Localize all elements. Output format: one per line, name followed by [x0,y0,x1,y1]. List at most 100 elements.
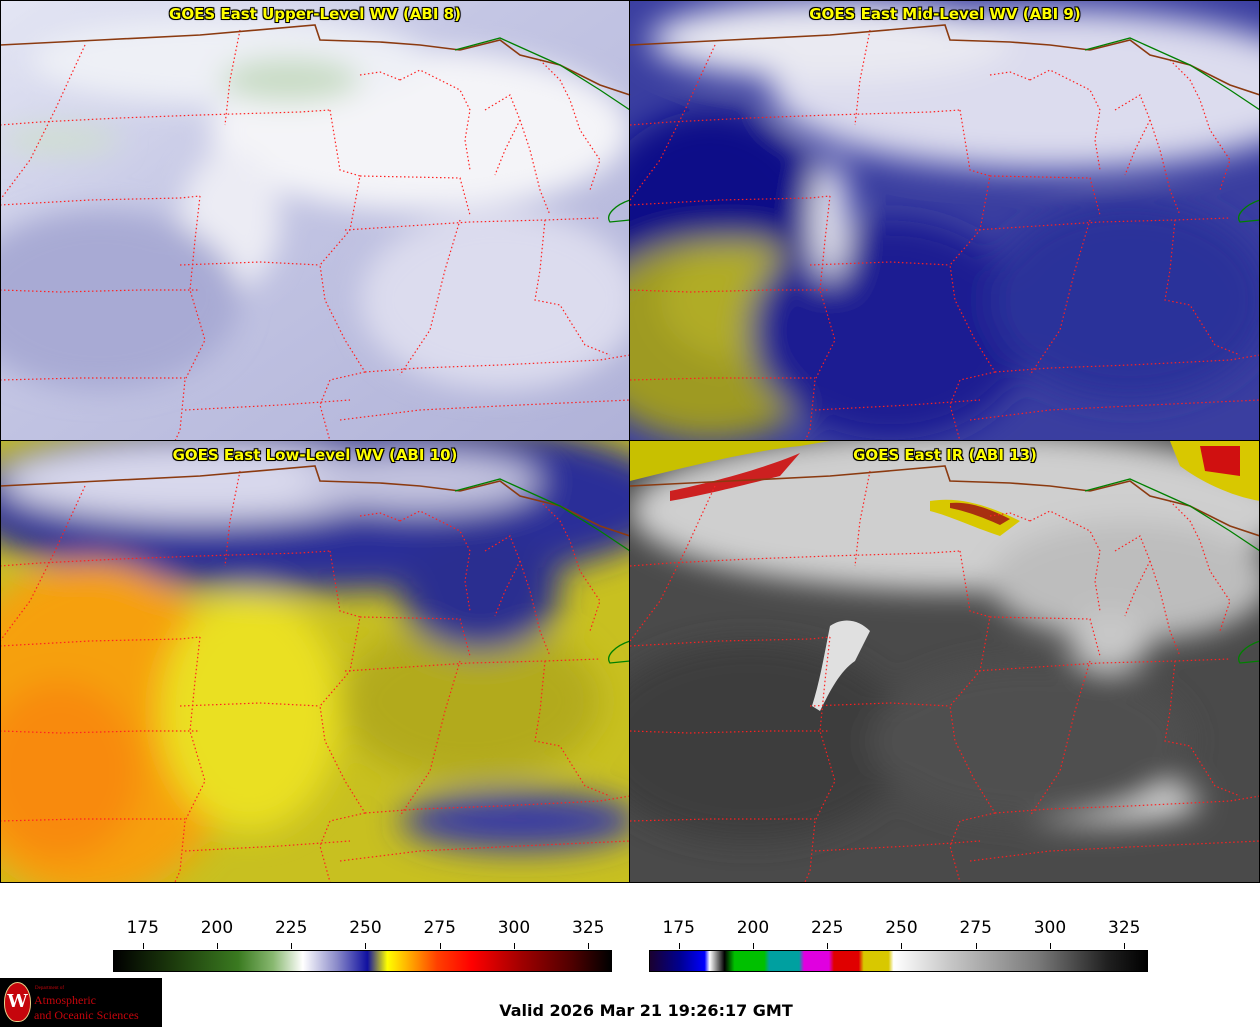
tick-label: 250 [349,918,382,938]
logo-line1: Atmospheric [34,993,96,1007]
tick-label: 175 [662,918,695,938]
state-border [399,219,461,376]
state-border [174,636,206,883]
panel-borders [629,24,1260,442]
state-border [989,175,1101,216]
satellite-image-upper [0,0,630,441]
tick-label: 275 [959,918,992,938]
state-border [629,818,815,822]
colorbar-ir-ticks: 175 200 225 250 275 300 325 [649,918,1148,950]
state-border [319,812,366,883]
panel-title: GOES East Low-Level WV (ABI 10) [172,446,458,464]
boundary-overlay [0,24,1260,883]
country-border [459,480,631,537]
state-border [224,29,241,126]
lake-border [1084,37,1260,111]
state-border [949,812,996,883]
panel-title: GOES East IR (ABI 13) [853,446,1037,464]
state-border [949,109,996,373]
country-border [1089,39,1260,96]
state-border [949,371,996,442]
tick-mark [365,943,367,949]
state-border [1029,219,1091,376]
state-border [1029,69,1101,171]
tick-label: 325 [572,918,605,938]
panel-divider-vertical [629,0,630,883]
state-border [399,69,471,171]
tick-mark [216,943,218,949]
state-border [0,44,86,201]
country-border [1089,480,1260,537]
tick-mark [513,943,515,949]
state-border [629,485,716,642]
logo-line2: and Oceanic Sciences [34,1008,139,1022]
country-border [629,24,1091,51]
tick-label: 225 [810,918,844,938]
state-border [809,261,951,266]
tick-mark [1124,943,1126,949]
lake-border [1084,478,1260,552]
colorbar-ir [649,950,1148,972]
tick-mark [975,943,977,949]
lake-border [1238,199,1260,223]
country-border [0,465,461,492]
state-border [364,795,631,814]
tick-mark [291,943,293,949]
state-border [989,512,1031,522]
state-border [854,470,871,567]
state-border [804,195,836,442]
state-border [809,702,951,707]
lake-border [608,199,631,223]
panel-borders [0,465,631,883]
panel-borders [629,465,1260,883]
state-border [0,636,201,647]
tick-label: 200 [200,918,234,938]
state-border [484,535,521,617]
country-border [0,24,461,51]
country-border [629,465,1091,492]
state-border [629,636,831,647]
state-border [974,217,1231,231]
state-border [174,195,206,442]
state-border [0,195,201,206]
uw-seal-icon: W [4,982,31,1022]
state-border [339,399,631,421]
state-border [344,217,601,231]
tick-mark [827,943,829,949]
state-border [629,730,830,734]
state-border [0,377,185,381]
state-border [0,730,200,734]
state-border [989,616,1101,657]
state-border [1164,660,1241,797]
state-border [1169,500,1231,632]
lake-border [454,37,631,111]
state-border [804,636,836,883]
state-border [629,195,831,206]
panel-borders [0,24,631,442]
state-border [854,29,871,126]
state-border [519,560,551,657]
state-border [179,261,321,266]
state-border [364,354,631,373]
state-border [399,510,471,612]
state-border [629,377,815,381]
tick-label: 275 [423,918,456,938]
state-border [969,840,1260,862]
aos-logo: W Department of Atmospheric and Oceanic … [0,978,162,1027]
state-border [539,59,601,191]
tick-label: 200 [736,918,770,938]
tick-mark [678,943,680,949]
tick-mark [142,943,144,949]
state-border [534,660,611,797]
state-border [184,399,351,411]
state-border [629,44,716,201]
colorbar-wv-ticks: 175 200 225 250 275 300 325 [113,918,612,950]
state-border [1169,59,1231,191]
colorbar-wv [113,950,612,972]
panel-title: GOES East Mid-Level WV (ABI 9) [809,5,1081,23]
state-border [519,119,551,216]
state-border [0,485,86,642]
state-border [539,500,601,632]
lake-border [608,640,631,664]
tick-label: 250 [885,918,918,938]
